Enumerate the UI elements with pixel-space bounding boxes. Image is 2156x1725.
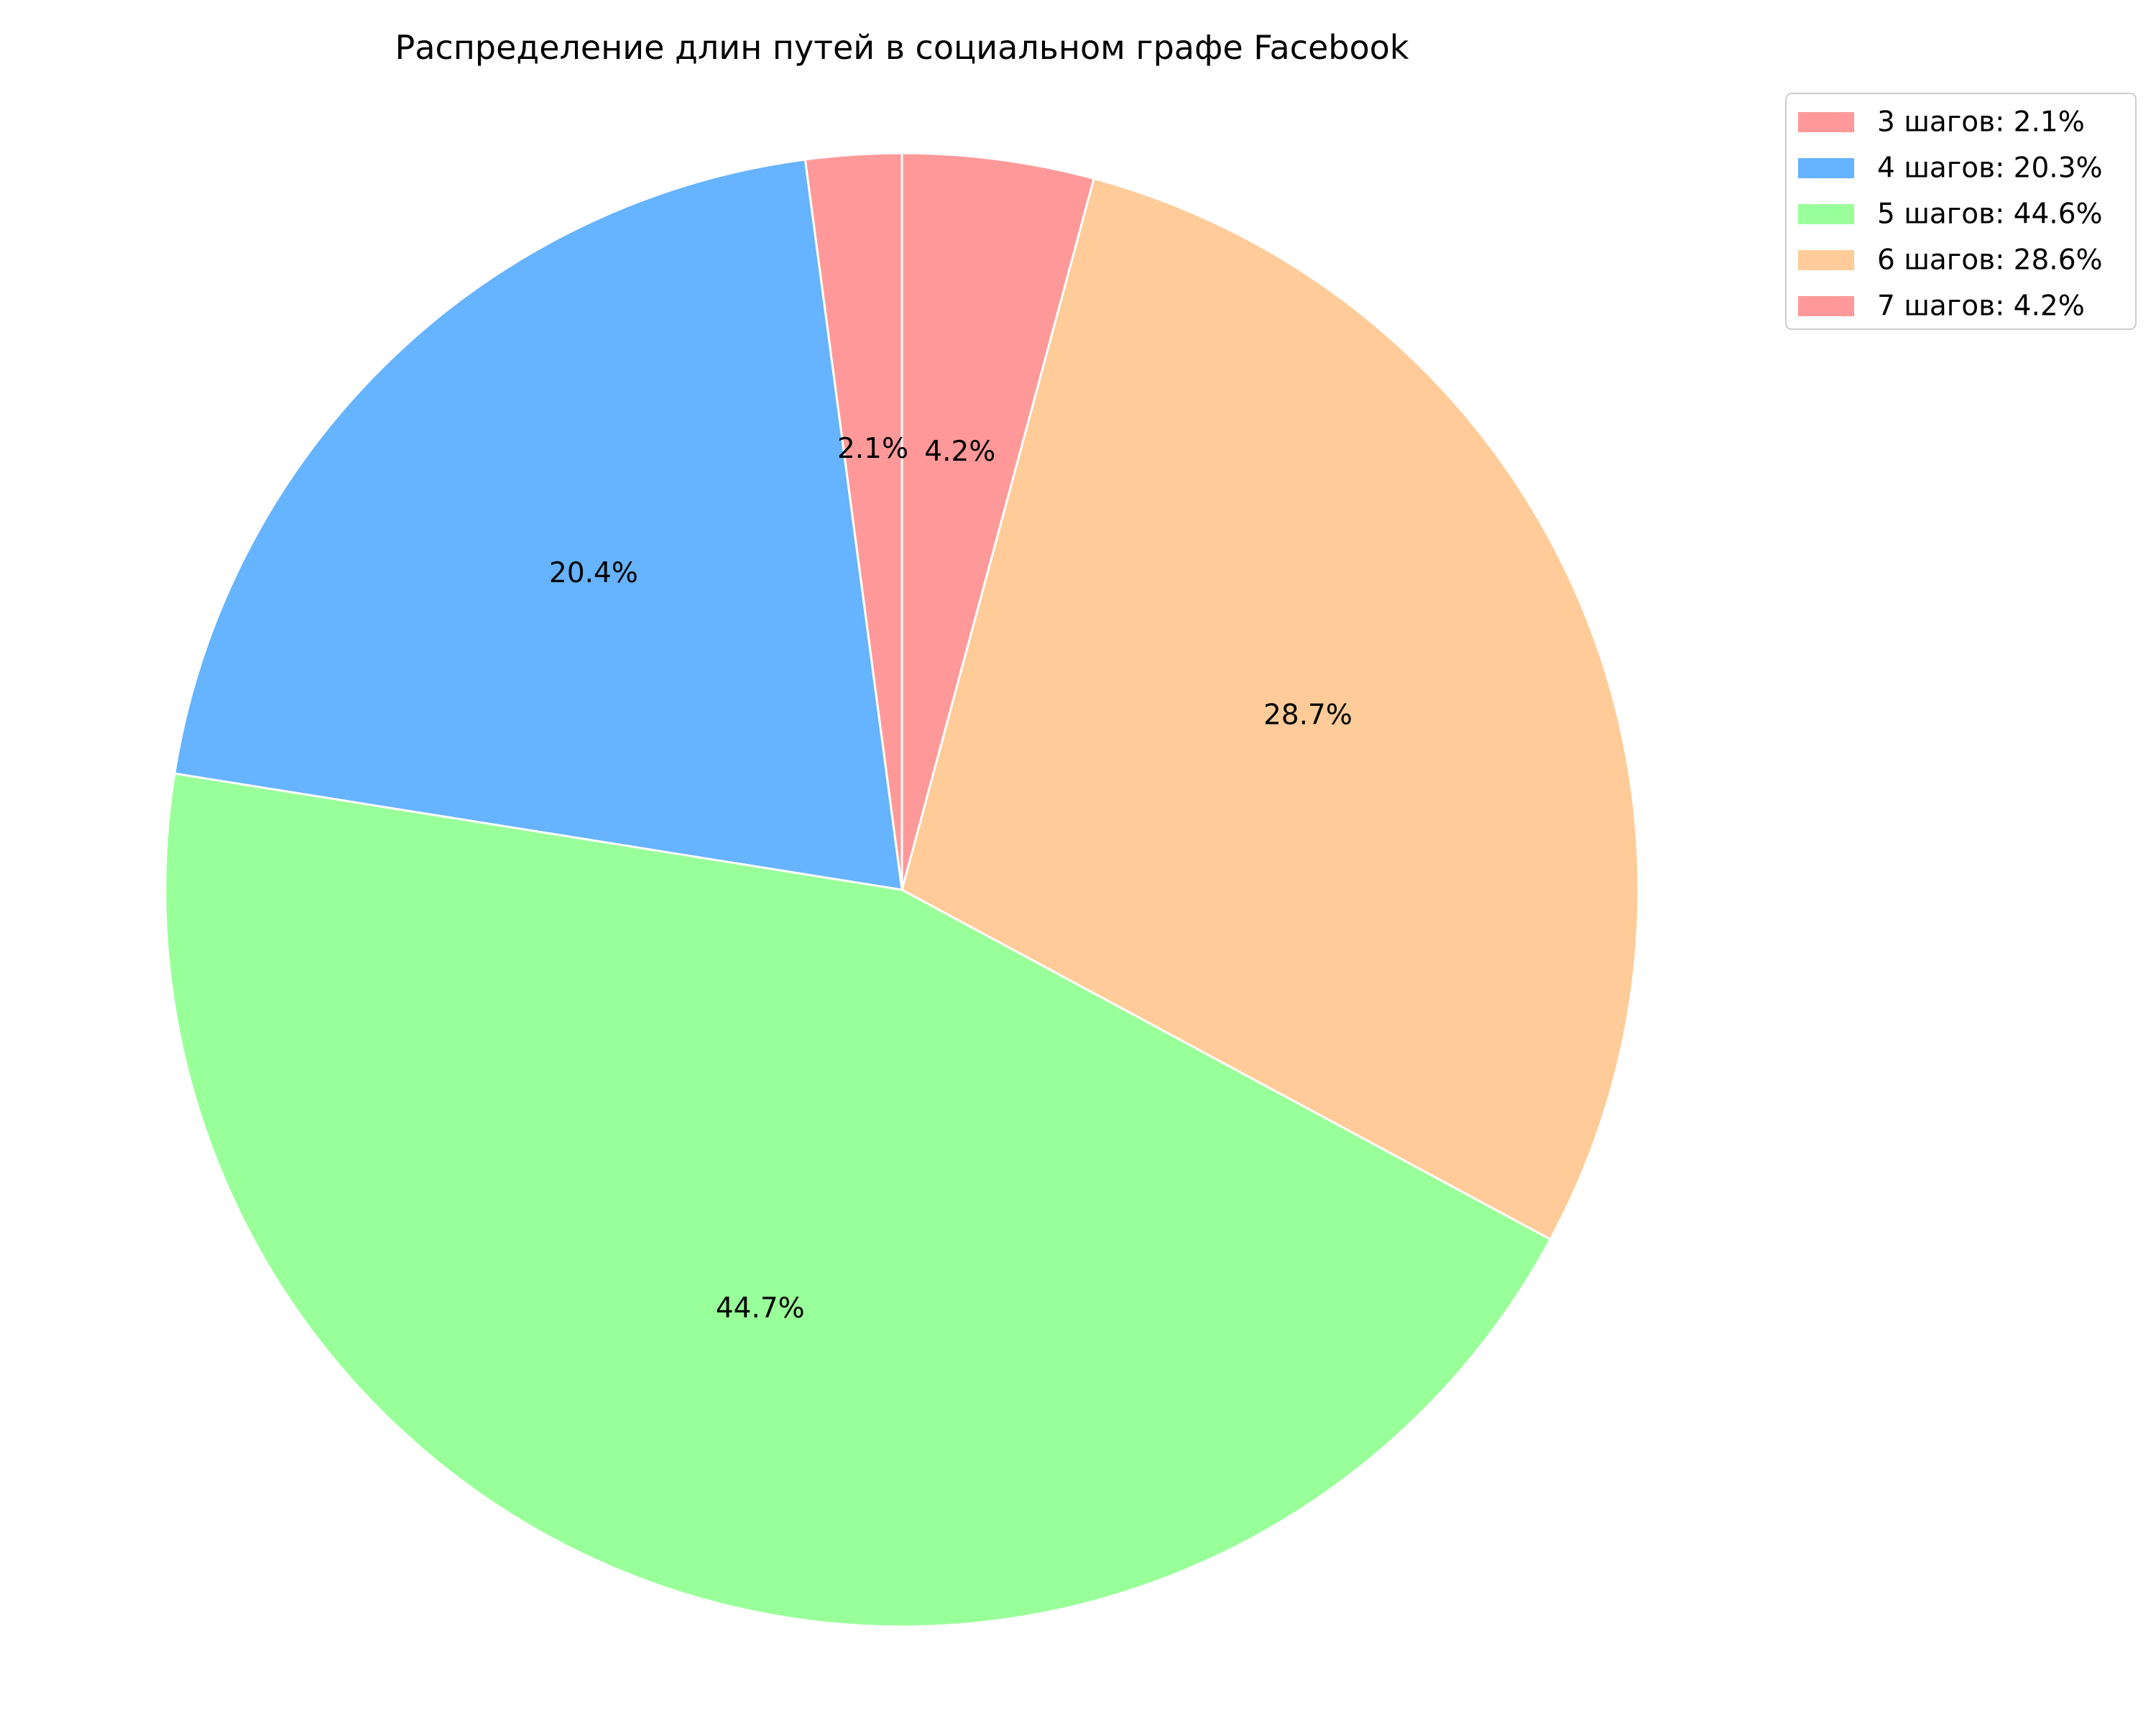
pie-slices <box>164 152 1640 1628</box>
legend-swatch-1 <box>1798 112 1854 132</box>
legend-frame <box>1785 93 2137 330</box>
pie-slice-2 <box>173 158 903 891</box>
legend-label-2: 4 шагов: 20.3% <box>1877 152 2103 185</box>
legend-swatch-5 <box>1798 296 1854 316</box>
pie-percent-label-2: 20.4% <box>549 557 638 589</box>
pie-slice-5 <box>900 152 1095 891</box>
pie-percent-label-4: 28.7% <box>1263 699 1353 731</box>
legend-label-4: 6 шагов: 28.6% <box>1877 244 2103 277</box>
pie-percent-label-3: 44.7% <box>716 1292 805 1325</box>
legend: 3 шагов: 2.1% 4 шагов: 20.3% 5 шагов: 44.6… <box>1785 93 2137 330</box>
legend-items: 3 шагов: 2.1% 4 шагов: 20.3% 5 шагов: 44.6… <box>1798 106 2103 323</box>
pie-slice-4 <box>900 177 1640 1241</box>
legend-label-5: 7 шагов: 4.2% <box>1877 290 2085 323</box>
pie-slice-3 <box>164 772 1552 1628</box>
pie-percent-label-5: 4.2% <box>924 436 995 468</box>
pie-percent-label-1: 2.1% <box>837 433 908 465</box>
pie-percent-labels: 2.1% 20.4% 44.7% 28.7% 4.2% <box>549 433 1353 1325</box>
legend-swatch-4 <box>1798 250 1854 270</box>
legend-swatch-3 <box>1798 204 1854 224</box>
legend-swatch-2 <box>1798 158 1854 178</box>
chart-title: Распределение длин путей в социальном гр… <box>395 28 1409 67</box>
legend-label-3: 5 шагов: 44.6% <box>1877 198 2103 231</box>
legend-label-1: 3 шагов: 2.1% <box>1877 106 2085 139</box>
